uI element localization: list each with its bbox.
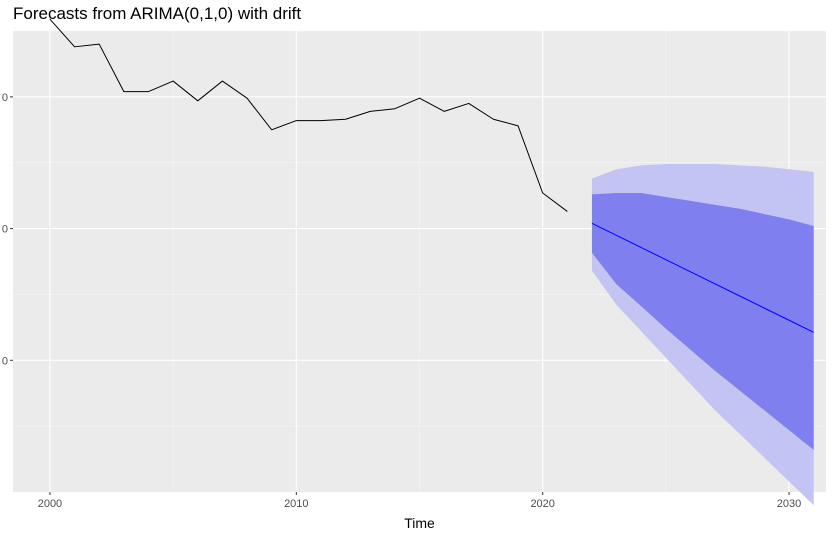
x-tick-label: 2010 — [284, 498, 308, 510]
forecast-line — [591, 222, 814, 333]
y-tick-label: 0 — [2, 355, 8, 367]
x-tick-label: 2030 — [777, 498, 801, 510]
interval-band-80 — [591, 193, 814, 450]
y-tick-label: 0 — [2, 224, 8, 236]
history-line — [49, 18, 568, 212]
x-tick-label: 2000 — [38, 498, 62, 510]
y-tick-label: 0 — [2, 92, 8, 104]
x-axis-title: Time — [404, 515, 435, 531]
chart-title: Forecasts from ARIMA(0,1,0) with drift — [13, 4, 302, 23]
axes: 2000 2010 2020 2030 0 0 0 Time — [2, 92, 801, 531]
x-tick-label: 2020 — [530, 498, 554, 510]
